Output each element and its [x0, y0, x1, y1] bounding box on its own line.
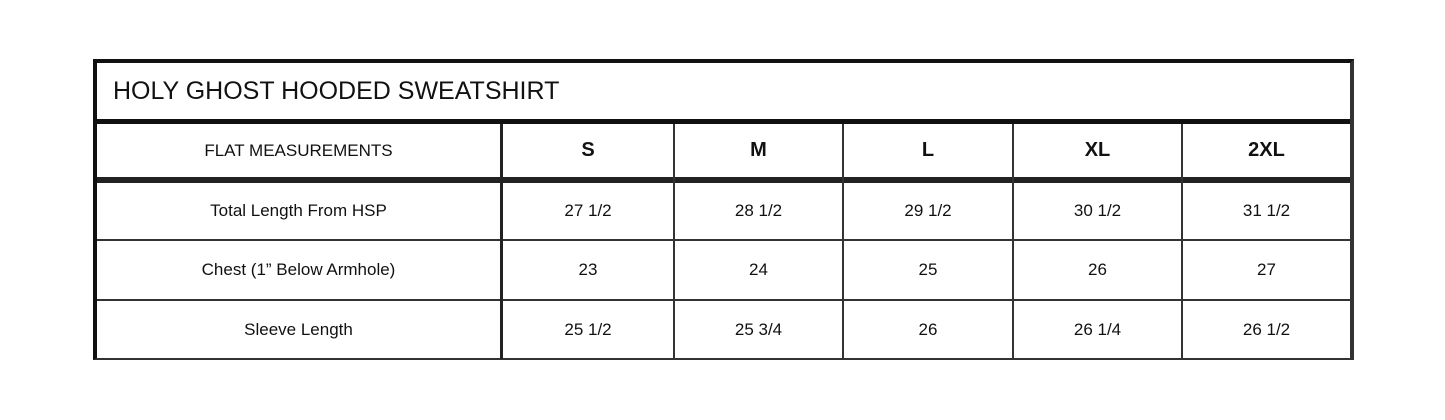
size-header: XL [1084, 139, 1111, 161]
measurement-cell: 23 [578, 260, 598, 279]
divider [1181, 124, 1183, 359]
divider [673, 124, 675, 359]
measurement-cell: 25 [918, 260, 938, 279]
table-title: HOLY GHOST HOODED SWEATSHIRT [113, 76, 560, 105]
header-label: FLAT MEASUREMENTS [204, 140, 393, 160]
measurement-cell: 27 1/2 [564, 200, 612, 220]
size-chart-table [93, 59, 1354, 360]
size-header: L [921, 139, 935, 161]
row-label: Total Length From HSP [210, 200, 387, 220]
divider [97, 299, 1350, 301]
measurement-cell: 24 [749, 260, 768, 279]
measurement-cell: 27 [1257, 260, 1276, 279]
row-label: Sleeve Length [244, 320, 353, 339]
measurement-cell: 26 [918, 320, 938, 339]
measurement-cell: 31 1/2 [1242, 200, 1291, 220]
measurement-cell: 26 1/4 [1073, 320, 1122, 339]
divider [500, 124, 503, 359]
measurement-cell: 26 1/2 [1242, 320, 1291, 339]
divider [97, 177, 1350, 183]
divider [842, 124, 844, 359]
size-header: S [581, 139, 595, 161]
measurement-cell: 29 1/2 [904, 200, 952, 220]
measurement-cell: 26 [1088, 260, 1107, 279]
measurement-cell: 30 1/2 [1073, 200, 1122, 220]
row-label: Chest (1” Below Armhole) [201, 260, 396, 279]
measurement-cell: 28 1/2 [734, 200, 783, 220]
measurement-cell: 25 3/4 [734, 320, 783, 339]
divider [1012, 124, 1014, 359]
size-header: 2XL [1248, 139, 1285, 161]
divider [97, 119, 1350, 124]
size-header: M [750, 139, 767, 161]
measurement-cell: 25 1/2 [564, 320, 612, 339]
divider [97, 239, 1350, 241]
